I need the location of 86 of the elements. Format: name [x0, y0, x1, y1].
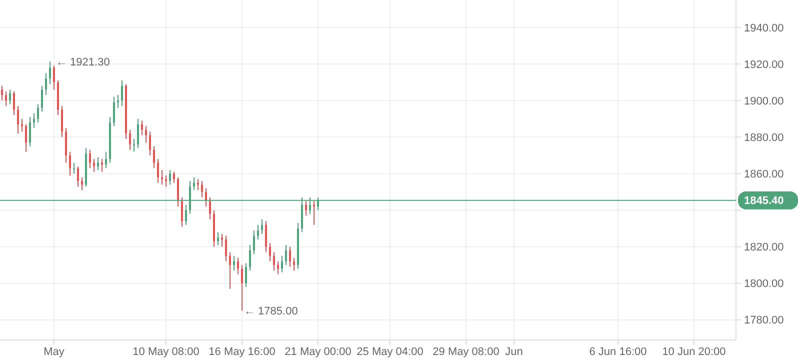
y-tick-label: 1920.00: [744, 58, 784, 71]
candlestick: [209, 196, 211, 220]
candlestick: [53, 65, 55, 90]
candlestick: [1, 85, 3, 102]
candlestick: [185, 204, 187, 226]
candlestick: [149, 131, 151, 156]
candlestick: [113, 96, 115, 127]
candlestick: [29, 116, 31, 147]
candlestick: [37, 104, 39, 123]
candlestick: [201, 180, 203, 198]
candlestick: [89, 149, 91, 169]
candlestick: [33, 112, 35, 128]
candlestick: [137, 118, 139, 149]
candlestick: [13, 90, 15, 116]
x-tick-label: 6 Jun 16:00: [589, 346, 647, 358]
candlestick: [269, 242, 271, 262]
candlestick: [261, 218, 263, 234]
candlestick: [241, 264, 243, 312]
candlestick: [225, 235, 227, 262]
candlestick: [157, 158, 159, 184]
candlestick: [69, 151, 71, 176]
annotation: ← 1921.30: [56, 56, 110, 68]
x-tick-label: Jun: [505, 346, 523, 358]
candlestick: [45, 72, 47, 96]
candlestick: [49, 61, 51, 85]
candlestick: [169, 170, 171, 186]
candlestick: [313, 200, 315, 226]
candlestick: [101, 158, 103, 172]
candlestick: [181, 196, 183, 228]
candlestick: [165, 174, 167, 187]
candlestick: [233, 255, 235, 272]
candlestick: [117, 94, 119, 108]
candlestick: [173, 171, 175, 184]
candlestick: [293, 257, 295, 272]
candlestick: [229, 252, 231, 290]
candlestick: [5, 90, 7, 107]
x-tick-label: May: [44, 346, 65, 358]
y-tick-label: 1780.00: [744, 314, 784, 327]
candlestick: [121, 80, 123, 107]
candlestick: [73, 162, 75, 174]
candlestick: [129, 129, 131, 150]
y-tick-label: 1800.00: [744, 278, 784, 290]
candlestick: [145, 126, 147, 144]
candlestick: [257, 224, 259, 240]
candlestick: [237, 257, 239, 275]
candlestick: [273, 252, 275, 272]
candlestick: [77, 166, 79, 187]
candlestick: [221, 233, 223, 248]
candlestick: [253, 230, 255, 255]
y-tick-label: 1940.00: [744, 22, 784, 34]
candlestick: [17, 106, 19, 134]
candlestick: [177, 176, 179, 208]
candlestick: [245, 262, 247, 288]
candlestick: [265, 220, 267, 253]
candlestick: [81, 176, 83, 191]
x-tick-label: 25 May 04:00: [356, 346, 424, 358]
candlestick: [153, 146, 155, 169]
x-tick-label: 21 May 00:00: [284, 346, 352, 358]
annotation: ← 1785.00: [244, 306, 298, 318]
candlestick: [9, 89, 11, 105]
candlestick: [105, 151, 107, 169]
candlestick: [289, 246, 291, 268]
candlestick: [277, 260, 279, 275]
x-tick-label: 29 May 08:00: [432, 346, 500, 358]
candlestick: [25, 124, 27, 152]
candlestick: [193, 176, 195, 191]
candlestick: [97, 156, 99, 170]
candlestick: [281, 255, 283, 273]
candlestick: [41, 85, 43, 112]
candlestick: [133, 138, 135, 152]
y-tick-label: 1820.00: [744, 242, 784, 254]
x-tick-label: 16 May 16:00: [208, 346, 276, 358]
candlestick: [65, 127, 67, 164]
candlestick: [217, 232, 219, 246]
x-tick-label: 10 May 08:00: [132, 346, 200, 358]
candlestick: [249, 244, 251, 272]
x-tick-label: 10 Jun 20:00: [662, 346, 726, 358]
y-tick-label: 1860.00: [744, 168, 784, 181]
ref-line-label: 1845.40: [744, 195, 784, 208]
y-tick-label: 1880.00: [744, 132, 784, 144]
candlestick: [141, 120, 143, 136]
y-tick-label: 1900.00: [744, 95, 784, 108]
candlestick: [305, 200, 307, 216]
candlestick: [285, 244, 287, 266]
candlestick: [61, 106, 63, 138]
candlestick: [93, 158, 95, 172]
